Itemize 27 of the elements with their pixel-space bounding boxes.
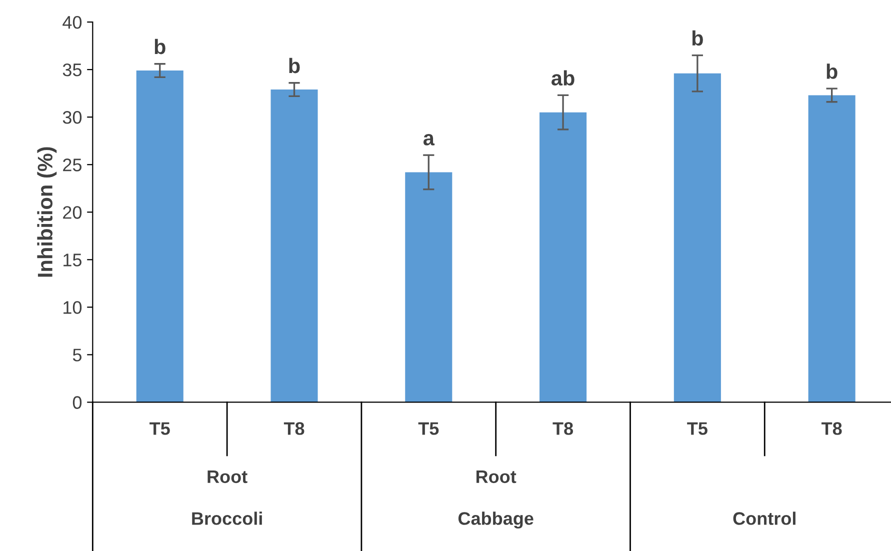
y-tick-label: 30 [62, 111, 82, 124]
y-tick-label: 0 [72, 396, 82, 409]
x-tick-label: T5 [150, 422, 170, 435]
text: Broccoli [192, 512, 262, 525]
x-tick-label: T8 [284, 422, 304, 435]
y-axis-title: Inhibition (%) [37, 147, 57, 277]
text: Root [476, 470, 516, 484]
x-tick-label: T5 [418, 422, 439, 435]
y-tick-label: 20 [63, 206, 82, 219]
data-label: a [423, 134, 435, 146]
y-tick-label: 15 [64, 254, 82, 266]
data-label: b [154, 38, 166, 54]
x-tick-label: T8 [552, 422, 574, 435]
y-tick-label: 5 [72, 348, 82, 362]
y-tick-label: 40 [62, 16, 82, 29]
text: Root [208, 470, 248, 484]
text: Cabbage [458, 512, 534, 529]
y-tick-label: 35 [62, 64, 82, 76]
x-tick-label: T5 [687, 422, 708, 435]
data-label: ab [551, 70, 574, 86]
x-tick-label: T8 [821, 422, 842, 435]
y-tick-label: 25 [63, 158, 82, 172]
y-tick-label: 10 [64, 301, 82, 314]
data-label: b [826, 64, 838, 79]
data-label: b [289, 58, 300, 74]
text: Control [733, 512, 796, 525]
data-label: b [692, 30, 703, 46]
